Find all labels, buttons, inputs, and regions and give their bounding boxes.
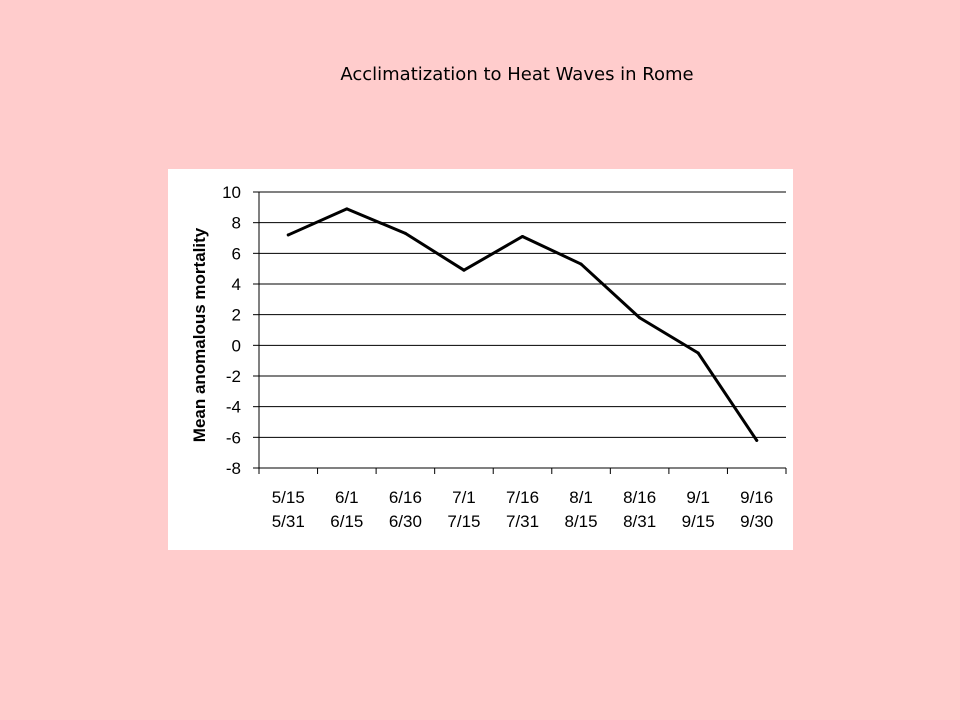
x-category-label: 7/1: [452, 488, 476, 507]
x-category-label: 6/16: [389, 488, 422, 507]
y-tick-labels: 10 8 6 4 2 0 -2 -4 -6 -8: [222, 183, 241, 478]
x-category-label: 9/1: [686, 488, 710, 507]
data-point: [286, 233, 290, 237]
y-tick-label: 4: [232, 275, 241, 294]
x-category-label: 8/1: [569, 488, 593, 507]
chart-panel: 10 8 6 4 2 0 -2 -4 -6 -8 5/15 5/31 6/1 6/15 6/16 6/30 7…: [168, 169, 793, 550]
x-category-label: 5/15: [272, 488, 305, 507]
y-tick-label: 0: [232, 336, 241, 355]
data-point: [521, 234, 524, 238]
x-category-label: 7/16: [506, 488, 539, 507]
y-tick-label: 6: [232, 244, 241, 263]
y-tick-label: -8: [226, 459, 241, 478]
x-category-label: 7/15: [447, 512, 480, 531]
x-category-label: 9/15: [682, 512, 715, 531]
x-category-label: 5/31: [272, 512, 305, 531]
x-category-labels: 5/15 5/31 6/1 6/15 6/16 6/30 7/1 7/15 7/16 7/31 8/…: [272, 488, 774, 531]
x-category-label: 8/16: [623, 488, 656, 507]
y-tick-label: 8: [232, 214, 241, 233]
data-point: [403, 231, 407, 235]
axes: [253, 191, 787, 474]
data-point: [755, 438, 759, 442]
x-category-label: 6/30: [389, 512, 422, 531]
data-point: [345, 207, 349, 211]
x-category-label: 7/31: [506, 512, 539, 531]
data-point: [462, 268, 466, 272]
gridlines: [259, 191, 786, 438]
y-tick-label: 2: [232, 306, 241, 325]
y-tick-label: 10: [222, 183, 241, 202]
y-axis-title: Mean anomalous mortality: [190, 227, 209, 442]
x-category-label: 6/1: [335, 488, 359, 507]
x-category-label: 9/30: [740, 512, 773, 531]
series-layer: [286, 207, 759, 442]
slide-title: Acclimatization to Heat Waves in Rome: [340, 64, 694, 85]
x-category-label: 8/15: [565, 512, 598, 531]
data-point: [696, 351, 700, 355]
y-tick-label: -6: [226, 428, 241, 447]
y-tick-label: -2: [226, 367, 241, 386]
series-line: [286, 207, 759, 442]
line-chart: 10 8 6 4 2 0 -2 -4 -6 -8 5/15 5/31 6/1 6/15 6/16 6/30 7…: [190, 183, 787, 531]
data-point: [579, 262, 583, 266]
x-category-label: 8/31: [623, 512, 656, 531]
x-category-label: 6/15: [330, 512, 363, 531]
x-category-label: 9/16: [740, 488, 773, 507]
data-point: [638, 316, 642, 320]
y-tick-label: -4: [226, 398, 241, 417]
